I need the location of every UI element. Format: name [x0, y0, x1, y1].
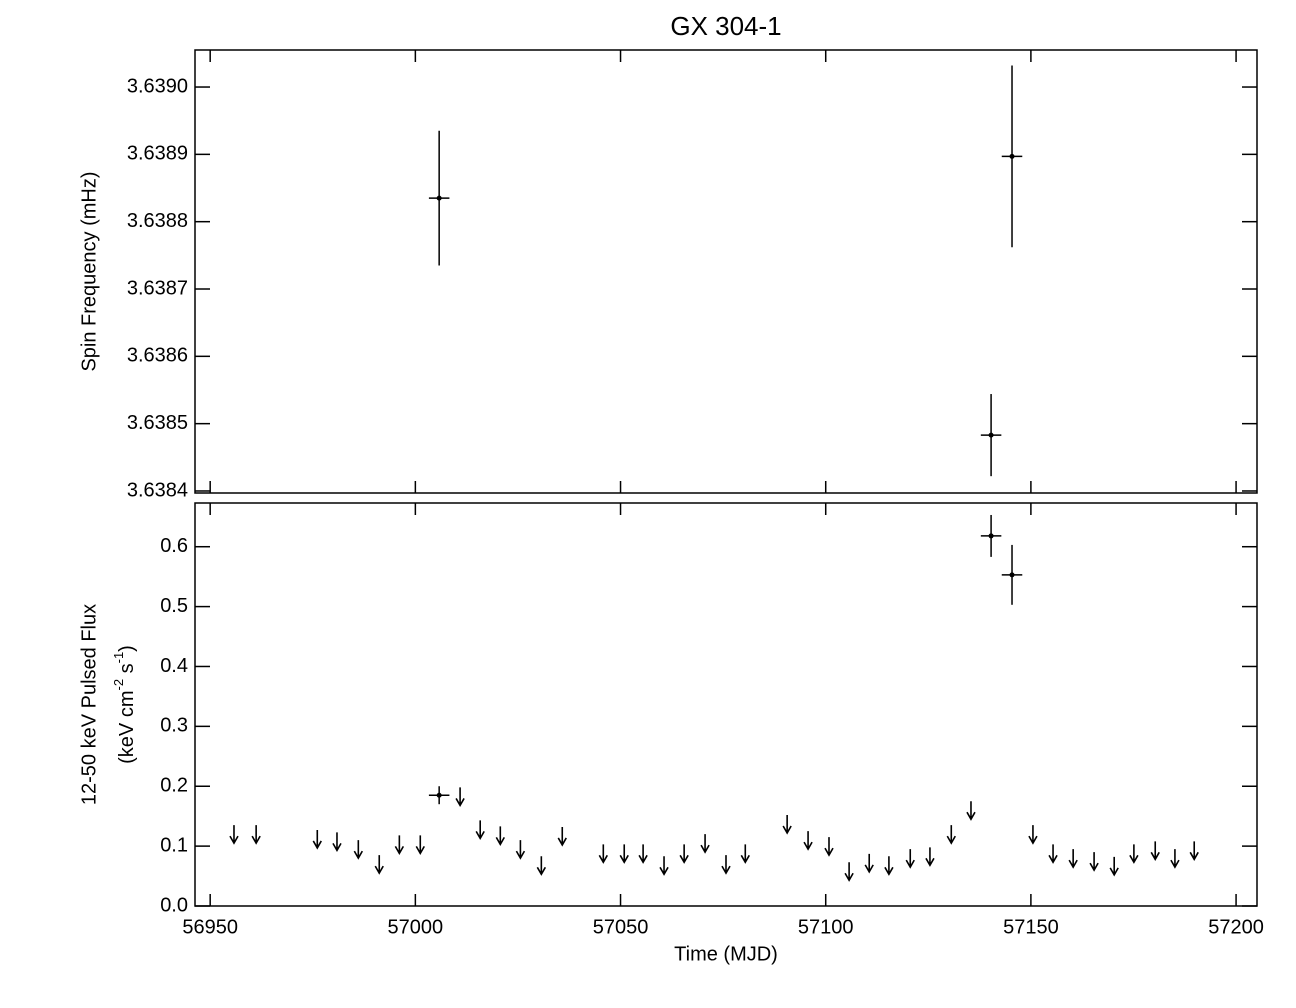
upper-limit-arrow: [229, 825, 239, 845]
x-axis-label: Time (MJD): [674, 943, 778, 965]
upper-limit-arrow: [884, 856, 894, 876]
upper-limit-arrow: [1150, 841, 1160, 861]
upper-limit-arrow: [946, 825, 956, 845]
unit-text: (keV cm: [116, 691, 138, 764]
data-point: [988, 533, 994, 539]
upper-limit-arrow: [312, 829, 322, 850]
x-tick-label: 57200: [1208, 916, 1264, 938]
upper-limit-arrow: [557, 826, 567, 847]
data-point: [1009, 153, 1015, 159]
upper-limit-arrow: [803, 831, 813, 851]
upper-limit-arrow: [864, 853, 874, 874]
data-point: [436, 792, 442, 798]
upper-limit-arrow: [536, 856, 547, 876]
y-tick-label: 3.6385: [127, 412, 188, 434]
unit-text: s: [116, 663, 138, 679]
y-tick-label: 0.0: [160, 894, 188, 916]
data-point: [988, 432, 994, 438]
upper-limit-arrow: [598, 844, 608, 864]
upper-limit-arrow: [394, 835, 405, 855]
y-tick-label: 0.5: [160, 595, 188, 617]
data-point: [1009, 572, 1015, 578]
upper-limit-arrow: [374, 855, 384, 875]
unit-exponent: -2: [111, 679, 126, 691]
upper-limit-arrow: [1089, 852, 1099, 872]
upper-limit-arrow: [1109, 856, 1119, 877]
upper-limit-arrow: [1028, 825, 1038, 845]
upper-limit-arrow: [659, 856, 669, 876]
y-axis-label: Spin Frequency (mHz): [78, 171, 100, 371]
upper-limit-arrow: [1170, 849, 1180, 869]
upper-limit-arrow: [700, 834, 710, 854]
upper-limit-arrow: [679, 844, 689, 864]
upper-limit-arrow: [1048, 844, 1058, 864]
upper-limit-arrow: [1129, 844, 1139, 864]
x-tick-label: 57100: [798, 916, 854, 938]
upper-limit-arrow: [1189, 841, 1199, 861]
upper-limit-arrow: [251, 825, 261, 845]
upper-limit-arrow: [1068, 849, 1078, 869]
x-tick-label: 57000: [388, 916, 444, 938]
plot-frame: [194, 49, 1258, 494]
y-tick-label: 3.6388: [127, 210, 188, 232]
upper-limit-arrow: [495, 826, 505, 846]
y-tick-label: 3.6387: [127, 277, 188, 299]
upper-limit-arrow: [332, 832, 342, 852]
y-tick-label: 3.6384: [127, 479, 188, 501]
y-tick-label: 3.6386: [127, 345, 188, 367]
upper-limit-arrow: [619, 844, 629, 864]
y-tick-label: 0.6: [160, 535, 188, 557]
x-tick-label: 57150: [1003, 916, 1059, 938]
chart-title: GX 304-1: [670, 11, 781, 41]
upper-limit-arrow: [740, 844, 750, 864]
upper-limit-arrow: [782, 814, 792, 835]
upper-limit-arrow: [515, 840, 526, 860]
unit-text: ): [116, 645, 138, 652]
x-tick-label: 56950: [182, 916, 238, 938]
upper-limit-arrow: [455, 787, 465, 808]
x-tick-label: 57050: [593, 916, 649, 938]
y-tick-label: 3.6389: [127, 143, 188, 165]
plot-frame: [194, 502, 1258, 907]
data-point: [436, 195, 442, 201]
upper-limit-arrow: [966, 801, 976, 821]
y-tick-label: 0.4: [160, 655, 188, 677]
y-tick-label: 3.6390: [127, 75, 188, 97]
upper-limit-arrow: [415, 835, 425, 855]
y-tick-label: 0.1: [160, 834, 188, 856]
upper-limit-arrow: [844, 862, 854, 882]
upper-limit-arrow: [824, 837, 834, 857]
upper-limit-arrow: [721, 855, 731, 875]
upper-limit-arrow: [905, 849, 915, 869]
upper-limit-arrow: [925, 847, 935, 867]
upper-limit-arrow: [638, 844, 648, 864]
y-axis-units: (keV cm-2 s-1): [111, 645, 138, 764]
y-tick-label: 0.3: [160, 715, 188, 737]
upper-limit-arrow: [353, 840, 364, 860]
upper-limit-arrow: [475, 820, 485, 840]
unit-exponent: -1: [111, 652, 126, 664]
y-tick-label: 0.2: [160, 775, 188, 797]
y-axis-label: 12-50 keV Pulsed Flux: [78, 604, 100, 805]
